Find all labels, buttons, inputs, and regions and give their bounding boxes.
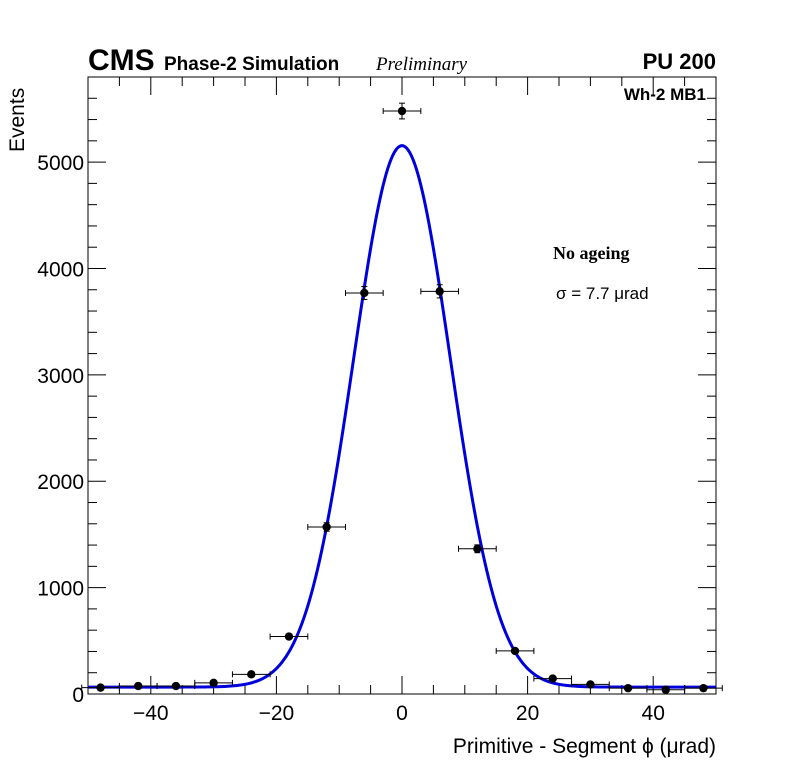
data-point — [231, 670, 271, 679]
x-tick-label: 0 — [396, 702, 408, 725]
x-tick-label: 20 — [516, 702, 539, 725]
data-point — [495, 646, 535, 656]
data-point — [81, 683, 120, 692]
data-marker — [510, 646, 520, 656]
sigma-label: σ = 7.7 μrad — [556, 284, 649, 303]
data-marker — [96, 683, 105, 692]
data-point — [344, 285, 384, 300]
x-tick-label: 40 — [642, 702, 665, 725]
data-marker — [209, 678, 218, 688]
data-point — [420, 284, 460, 299]
axis-ticks — [87, 76, 717, 695]
data-marker — [397, 106, 407, 116]
y-tick-label: 1000 — [37, 578, 84, 601]
data-marker — [473, 544, 482, 553]
data-point — [382, 102, 422, 120]
data-points-group — [81, 102, 723, 694]
header-labels: CMS Phase-2 Simulation Preliminary PU 20… — [88, 44, 716, 77]
data-marker — [322, 522, 331, 532]
data-marker — [699, 683, 708, 693]
chamber-label: Wh-2 MB1 — [624, 85, 706, 104]
data-point — [194, 678, 233, 688]
y-tick-label: 4000 — [37, 258, 84, 281]
fit-curve — [88, 144, 716, 689]
data-marker — [284, 632, 294, 641]
data-marker — [134, 681, 143, 691]
axis-tick-labels: −40 −20 0 20 40 0 1000 2000 3000 4000 5000 — [37, 152, 665, 725]
fit-curve-group — [88, 144, 716, 689]
data-point — [118, 681, 158, 691]
data-point — [307, 522, 346, 532]
data-marker — [661, 685, 670, 694]
data-point — [269, 632, 309, 641]
data-marker — [548, 674, 557, 683]
simulation-label: Phase-2 Simulation — [164, 54, 339, 75]
x-tick-label: −20 — [259, 702, 295, 725]
y-tick-label: 0 — [72, 684, 84, 707]
status-label: Preliminary — [375, 54, 468, 75]
x-tick-label: −40 — [133, 702, 169, 725]
y-tick-label: 2000 — [37, 471, 84, 494]
data-point — [533, 674, 573, 683]
data-marker — [360, 288, 369, 298]
data-marker — [171, 681, 181, 691]
x-axis-title: Primitive - Segment ϕ (μrad) — [453, 735, 716, 758]
data-marker — [623, 683, 633, 693]
y-tick-label: 5000 — [37, 152, 84, 175]
plot-frame — [87, 76, 717, 695]
data-point — [684, 683, 723, 693]
y-tick-label: 3000 — [37, 365, 84, 388]
data-point — [458, 544, 497, 554]
data-marker — [586, 680, 595, 689]
data-point — [156, 681, 196, 691]
data-point — [608, 683, 648, 693]
data-marker — [247, 670, 256, 679]
condition-label: No ageing — [553, 243, 630, 263]
experiment-label: CMS — [88, 44, 155, 77]
y-axis-title: Events — [6, 88, 29, 152]
pileup-label: PU 200 — [643, 49, 716, 74]
data-marker — [435, 287, 444, 296]
